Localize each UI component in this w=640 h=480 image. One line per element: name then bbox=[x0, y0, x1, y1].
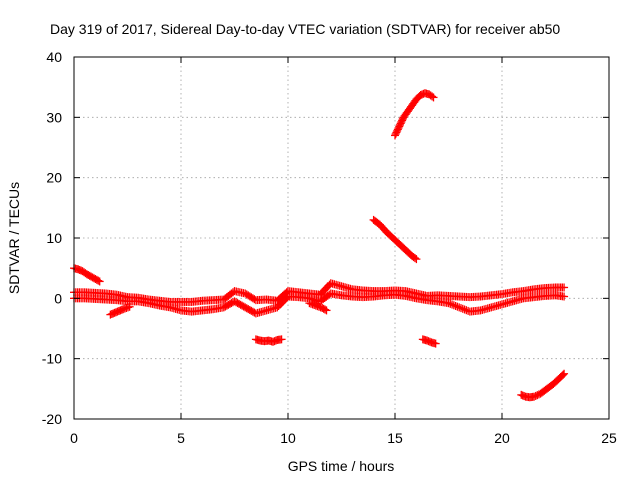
data-point bbox=[446, 299, 455, 308]
data-point bbox=[456, 304, 465, 313]
series-arc-21h bbox=[517, 369, 569, 402]
x-tick-label: 0 bbox=[70, 430, 78, 446]
data-point bbox=[322, 306, 331, 315]
x-tick-label: 15 bbox=[387, 430, 403, 446]
data-point bbox=[560, 369, 569, 378]
series-arc-falling-14h bbox=[369, 215, 421, 264]
series-arc-11h bbox=[305, 299, 331, 315]
data-point bbox=[321, 305, 330, 314]
data-point bbox=[453, 302, 462, 311]
data-point bbox=[277, 335, 286, 344]
x-axis-label: GPS time / hours bbox=[288, 458, 395, 474]
data-point bbox=[412, 255, 421, 264]
x-tick-label: 25 bbox=[601, 430, 617, 446]
data-point bbox=[460, 305, 469, 314]
data-point bbox=[558, 370, 567, 379]
y-tick-label: 40 bbox=[46, 49, 62, 65]
data-point bbox=[560, 283, 569, 292]
series-arc-9h bbox=[251, 335, 286, 346]
data-point bbox=[431, 339, 440, 348]
series-baseline-upper bbox=[70, 279, 569, 306]
y-tick-label: -10 bbox=[42, 351, 62, 367]
y-tick-label: 30 bbox=[46, 109, 62, 125]
y-tick-label: 0 bbox=[54, 290, 62, 306]
data-points bbox=[70, 89, 569, 402]
chart-title: Day 319 of 2017, Sidereal Day-to-day VTE… bbox=[50, 21, 560, 37]
data-point bbox=[455, 303, 464, 312]
x-tick-label: 10 bbox=[280, 430, 296, 446]
data-point bbox=[449, 301, 458, 310]
data-point bbox=[560, 292, 569, 301]
y-tick-label: 10 bbox=[46, 230, 62, 246]
series-arc-start bbox=[70, 264, 104, 286]
data-point bbox=[94, 276, 103, 285]
grid-lines bbox=[74, 57, 609, 419]
data-point bbox=[444, 299, 453, 308]
x-tick-label: 20 bbox=[494, 430, 510, 446]
data-point bbox=[410, 254, 419, 263]
data-point bbox=[125, 302, 134, 311]
series-arc-rising-15h bbox=[391, 89, 438, 140]
data-point bbox=[458, 304, 467, 313]
axis-ticks: 0 5 10 15 20 25 -20 -10 0 10 20 30 40 bbox=[42, 49, 617, 446]
data-point bbox=[462, 306, 471, 315]
y-axis-label: SDTVAR / TECUs bbox=[6, 182, 22, 294]
data-point bbox=[429, 93, 438, 102]
x-tick-label: 5 bbox=[177, 430, 185, 446]
data-point bbox=[95, 277, 104, 286]
series-arc-17h bbox=[418, 335, 440, 348]
data-point bbox=[451, 301, 460, 310]
plot-frame bbox=[73, 56, 610, 420]
series-arc-2h bbox=[106, 302, 134, 319]
y-tick-label: -20 bbox=[42, 411, 62, 427]
data-point bbox=[448, 300, 457, 309]
data-point bbox=[428, 92, 437, 101]
y-tick-label: 20 bbox=[46, 170, 62, 186]
series-baseline-lower bbox=[70, 289, 569, 318]
